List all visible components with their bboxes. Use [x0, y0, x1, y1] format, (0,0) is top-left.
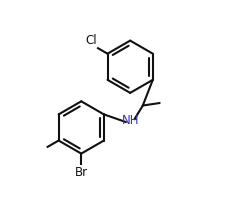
- Text: Cl: Cl: [85, 34, 96, 47]
- Text: Br: Br: [74, 166, 88, 179]
- Text: NH: NH: [121, 114, 138, 127]
